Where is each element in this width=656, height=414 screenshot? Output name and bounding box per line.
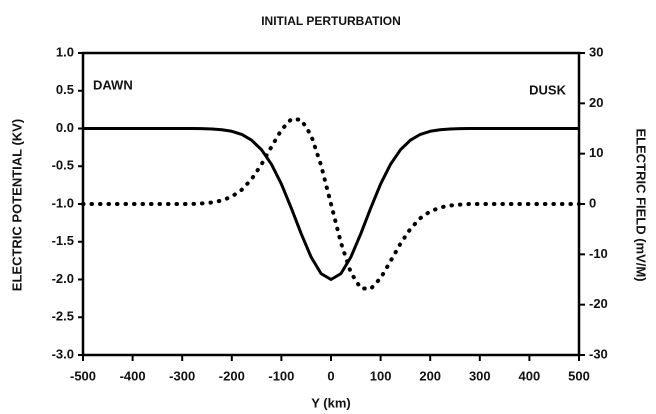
y-tick-label: -2.0 xyxy=(52,271,74,286)
y-tick-label: 0.0 xyxy=(56,120,74,135)
y2-tick-label: -10 xyxy=(589,246,608,261)
y2-tick-label: -30 xyxy=(589,346,608,361)
data-line xyxy=(83,127,579,281)
x-tick-label: 500 xyxy=(568,368,590,383)
y2-tick-label: 0 xyxy=(589,195,596,210)
data-line xyxy=(81,117,581,291)
x-tick-label: -400 xyxy=(120,368,146,383)
y2-tick-label: -20 xyxy=(589,296,608,311)
y2-tick-label: 30 xyxy=(589,44,603,59)
x-axis-label: Y (km) xyxy=(311,395,351,410)
x-tick-label: 400 xyxy=(519,368,541,383)
y-tick-label: -0.5 xyxy=(52,158,74,173)
chart-title: INITIAL PERTURBATION xyxy=(261,14,401,28)
annotation: DUSK xyxy=(529,82,566,97)
x-tick-label: 100 xyxy=(370,368,392,383)
y-tick-label: -1.5 xyxy=(52,233,74,248)
y-tick-label: -2.5 xyxy=(52,309,74,324)
y-axis-label: ELECTRIC POTENTIAL (KV) xyxy=(9,119,24,291)
x-tick-label: -300 xyxy=(169,368,195,383)
y-tick-label: -3.0 xyxy=(52,346,74,361)
x-tick-label: -100 xyxy=(268,368,294,383)
x-tick-label: -200 xyxy=(219,368,245,383)
y-tick-label: 1.0 xyxy=(56,44,74,59)
annotation: DAWN xyxy=(93,77,133,92)
y2-tick-label: 20 xyxy=(589,95,603,110)
x-tick-label: 200 xyxy=(419,368,441,383)
y2-tick-label: 10 xyxy=(589,145,603,160)
y-tick-label: 0.5 xyxy=(56,82,74,97)
x-tick-label: -500 xyxy=(70,368,96,383)
y2-axis-label: ELECTRIC FIELD (mV/M) xyxy=(634,128,649,281)
x-tick-label: 0 xyxy=(327,368,334,383)
y-tick-label: -1.0 xyxy=(52,195,74,210)
x-tick-label: 300 xyxy=(469,368,491,383)
